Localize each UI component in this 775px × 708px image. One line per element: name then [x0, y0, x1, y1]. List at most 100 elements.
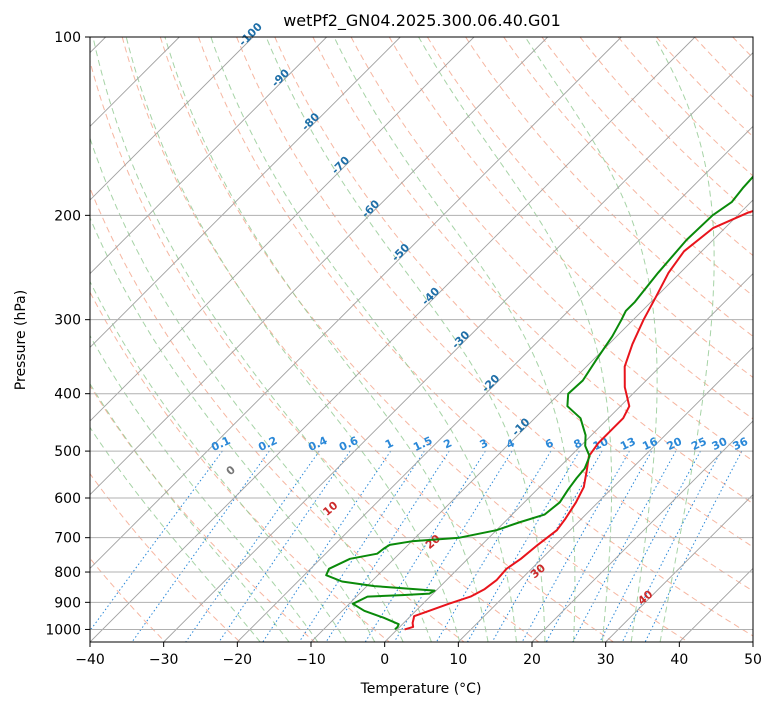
mixing-ratio-line — [491, 450, 603, 642]
mixing-ratio-line — [644, 450, 743, 642]
moist-adiabat-line — [125, 37, 461, 642]
mixing-ratio-line — [90, 450, 223, 632]
dry-adiabat-line — [90, 384, 316, 642]
moist-adiabat-line — [653, 37, 715, 642]
dry-adiabat-line — [236, 37, 753, 592]
mixing-ratio-label: 2 — [442, 436, 454, 451]
mixing-ratio-line — [218, 450, 351, 642]
temperature-line — [404, 210, 753, 631]
profile-series — [325, 175, 753, 631]
dry-adiabat-line — [274, 37, 753, 548]
moist-adiabat-line — [210, 37, 517, 642]
y-tick-label: 400 — [54, 387, 81, 403]
mixing-ratio-line — [572, 450, 677, 642]
mixing-ratio-label: 25 — [689, 435, 708, 453]
dry-adiabat-line — [426, 37, 753, 379]
x-tick-label: 20 — [523, 652, 541, 668]
moist-adiabat-line — [418, 37, 613, 642]
mixing-ratio-label: 20 — [665, 435, 685, 453]
isotherm-line — [605, 494, 753, 642]
mixing-ratio-line — [521, 450, 630, 642]
isotherm-label: -40 — [419, 284, 442, 307]
dry-adiabat-line — [90, 186, 465, 642]
x-tick-label: 30 — [597, 652, 615, 668]
moist-adiabat-line — [90, 382, 290, 642]
dry-adiabat-line — [694, 37, 753, 98]
isotherm-line — [90, 37, 622, 569]
mixing-ratio-line — [131, 450, 270, 642]
isotherm-labels: 0.1 0.2 0.4 0.6 1 1.5 2 3 4 6 8 10 13 16 20 25 30 36-100-… — [209, 20, 750, 608]
x-tick-label: −40 — [75, 652, 105, 668]
y-tick-label: 700 — [54, 531, 81, 547]
y-axis-ticks: 100 200 300 400 500 600 700 800 900 1000 — [45, 30, 90, 638]
isotherm-line — [90, 37, 254, 201]
isotherm-line — [90, 37, 696, 642]
x-tick-label: −10 — [296, 652, 326, 668]
mixing-ratio-label: 1 — [383, 436, 395, 451]
background-lines — [90, 37, 775, 642]
plot-frame — [89, 36, 754, 643]
mixing-ratio-label: 6 — [543, 436, 556, 451]
isotherm-label: -70 — [329, 154, 352, 177]
isotherm-line — [752, 641, 753, 642]
x-tick-label: 40 — [670, 652, 688, 668]
moist-adiabat-line — [265, 37, 546, 642]
isotherm-label: -30 — [449, 328, 472, 351]
mixing-ratio-line — [621, 450, 722, 642]
y-axis-label: Pressure (hPa) — [13, 290, 29, 390]
isotherm-line — [531, 420, 753, 642]
mixing-ratio-label: 30 — [710, 435, 730, 453]
moist-adiabat-line — [90, 280, 347, 642]
x-tick-label: −30 — [149, 652, 179, 668]
dry-adiabat-line — [350, 37, 753, 462]
isotherm-label: -10 — [509, 415, 532, 438]
y-tick-label: 900 — [54, 595, 81, 611]
x-tick-label: 0 — [380, 652, 389, 668]
moist-adiabat-line — [90, 216, 376, 642]
mixing-ratio-label: 4 — [504, 436, 517, 451]
dry-adiabat-line — [503, 37, 753, 297]
mixing-ratio-line — [185, 450, 320, 642]
isotherm-line — [90, 37, 327, 275]
mixing-ratio-label: 36 — [731, 435, 751, 453]
dry-adiabat-line — [388, 37, 753, 420]
isotherm-line — [90, 37, 548, 496]
mixing-ratio-line — [435, 450, 552, 642]
moist-adiabat-line — [90, 136, 404, 642]
moist-adiabat-line — [92, 37, 432, 642]
mixing-ratio-label: 13 — [618, 435, 637, 453]
dry-adiabat-line — [90, 557, 166, 642]
dry-adiabat-line — [771, 37, 775, 642]
dewpoint-line — [325, 175, 753, 631]
isotherm-line — [679, 567, 753, 642]
isotherm-line — [90, 37, 401, 348]
dry-adiabat-line — [732, 37, 753, 59]
theta-label: 0 — [224, 463, 238, 478]
y-tick-label: 600 — [54, 491, 81, 507]
mixing-ratio-line — [599, 450, 701, 642]
isotherm-line — [384, 273, 753, 642]
isotherm-line — [90, 37, 475, 422]
y-tick-label: 300 — [54, 313, 81, 329]
y-tick-label: 200 — [54, 208, 81, 224]
x-axis-ticks: −40 −30 −20 −10 0 10 20 30 40 50 — [75, 642, 762, 668]
y-tick-label: 100 — [54, 30, 81, 46]
dry-adiabat-line — [90, 59, 540, 642]
theta-label: 10 — [320, 499, 340, 519]
theta-label: 30 — [528, 561, 548, 581]
isotherm-label: -90 — [269, 66, 292, 89]
mixing-ratio-line — [364, 450, 486, 642]
x-tick-label: 10 — [449, 652, 467, 668]
mixing-ratio-line — [545, 450, 653, 642]
isotherm-line — [458, 346, 753, 642]
x-tick-label: −20 — [223, 652, 253, 668]
mixing-ratio-line — [298, 450, 425, 642]
dry-adiabat-line — [541, 37, 753, 257]
isotherm-line — [237, 125, 753, 642]
moist-adiabat-line — [164, 37, 489, 642]
isotherm-label: -60 — [359, 197, 382, 220]
dry-adiabat-line — [90, 472, 241, 642]
pressure-grid — [90, 37, 753, 642]
dry-adiabat-line — [159, 37, 689, 642]
